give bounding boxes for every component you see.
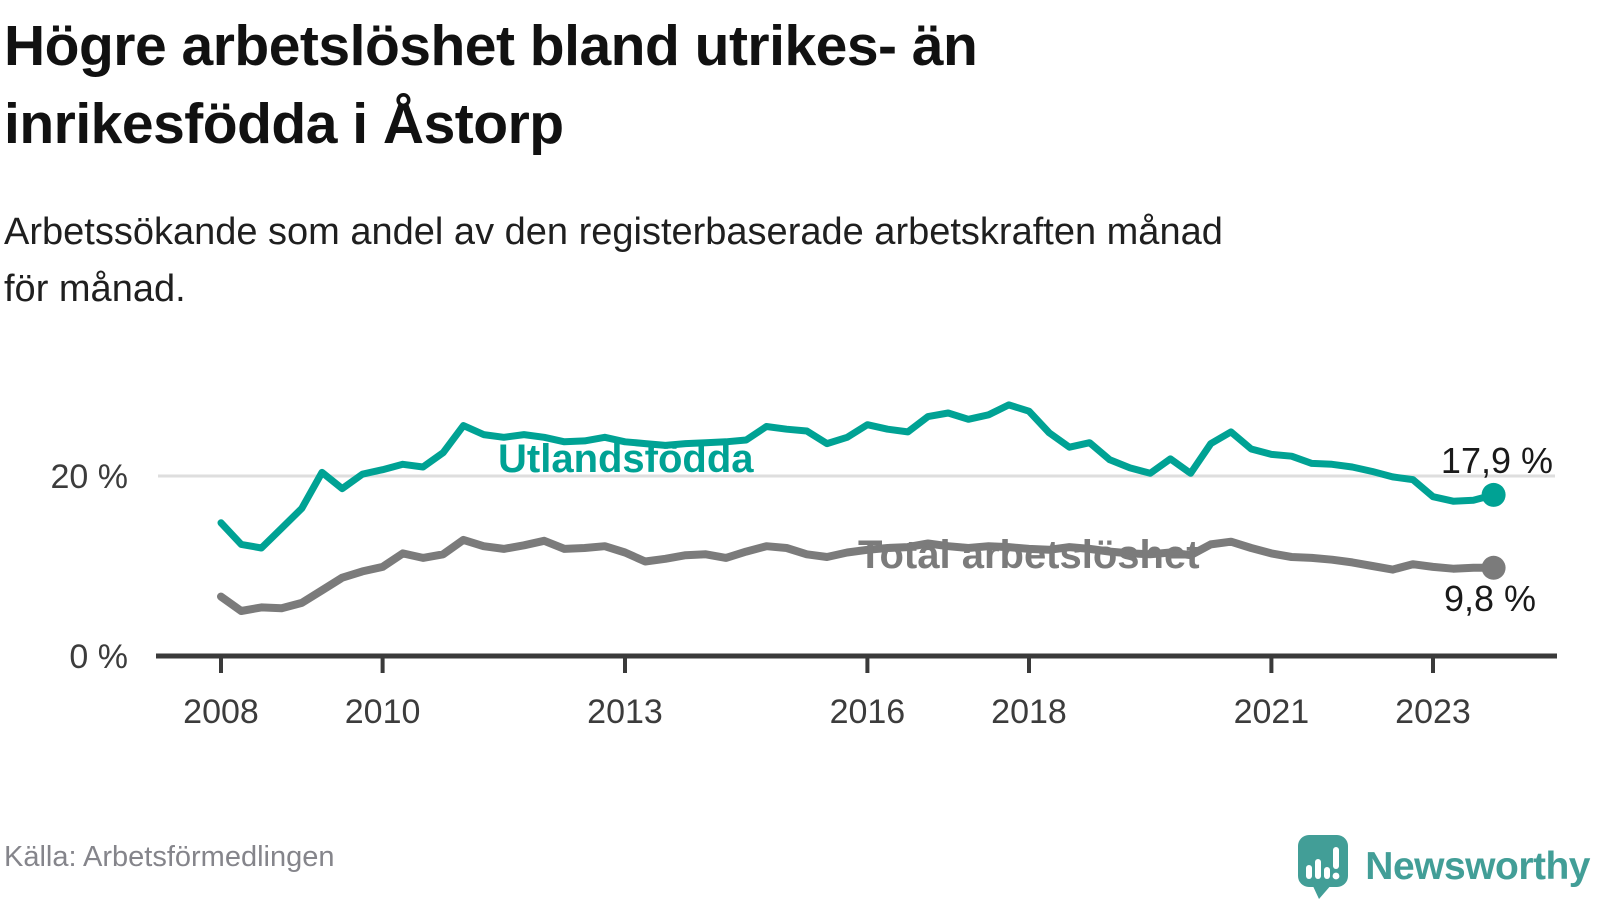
x-tick-label-2018: 2018 <box>991 693 1067 731</box>
newsworthy-brand: Newsworthy <box>1297 835 1590 899</box>
source-caption: Källa: Arbetsförmedlingen <box>4 841 335 873</box>
chart-title: Högre arbetslöshet bland utrikes- än inr… <box>4 14 978 156</box>
series-line-utlandsfodda <box>217 401 1498 552</box>
newsworthy-logo-icon <box>1298 835 1349 899</box>
end-dot-total <box>1481 555 1506 580</box>
x-tick-label-2021: 2021 <box>1234 693 1310 731</box>
x-tick-label-2023: 2023 <box>1395 693 1471 731</box>
series-label-utlandsfodda: Utlandsfödda <box>498 437 754 481</box>
end-dot-utlandsfodda <box>1481 482 1506 507</box>
y-tick-label-0: 0 % <box>69 638 128 676</box>
series-label-total: Total arbetslöshet <box>858 533 1200 577</box>
value-label-total: 9,8 % <box>1444 578 1536 619</box>
x-tick-label-2008: 2008 <box>183 693 259 731</box>
value-label-utlandsfodda: 17,9 % <box>1441 440 1553 481</box>
x-tick-label-2016: 2016 <box>830 693 906 731</box>
chart-subtitle: Arbetssökande som andel av den registerb… <box>4 211 1223 310</box>
x-tick-label-2013: 2013 <box>587 693 663 731</box>
x-tick-label-2010: 2010 <box>345 693 421 731</box>
y-tick-label-20: 20 % <box>51 458 129 496</box>
newsworthy-wordmark: Newsworthy <box>1365 845 1590 888</box>
series-line-total <box>217 535 1498 615</box>
